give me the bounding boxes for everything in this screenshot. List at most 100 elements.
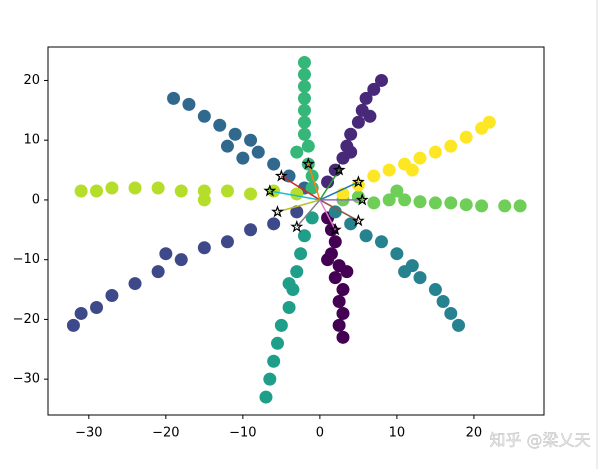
point bbox=[267, 354, 281, 368]
point bbox=[413, 195, 427, 209]
point bbox=[428, 283, 442, 297]
center-line bbox=[280, 175, 321, 201]
point bbox=[336, 306, 350, 320]
point bbox=[74, 184, 88, 198]
point bbox=[452, 318, 466, 332]
point bbox=[344, 145, 358, 159]
point bbox=[90, 300, 104, 314]
point bbox=[475, 199, 489, 213]
x-tick-label: 20 bbox=[466, 426, 483, 441]
center-star bbox=[301, 157, 315, 170]
point bbox=[367, 82, 381, 96]
center-line bbox=[319, 199, 359, 222]
center-star bbox=[274, 169, 288, 182]
point bbox=[267, 157, 281, 171]
center-star bbox=[355, 193, 369, 206]
x-tick-label: −30 bbox=[75, 426, 102, 441]
point bbox=[259, 390, 273, 404]
point bbox=[344, 127, 358, 141]
point bbox=[321, 175, 335, 189]
y-tick-label: −20 bbox=[13, 312, 40, 327]
point bbox=[459, 130, 473, 144]
point bbox=[351, 115, 365, 129]
point bbox=[382, 193, 396, 207]
point bbox=[244, 133, 258, 147]
point bbox=[332, 318, 346, 332]
point bbox=[328, 235, 342, 249]
point bbox=[297, 56, 311, 70]
center-star bbox=[263, 184, 277, 197]
y-tick-label: 10 bbox=[23, 133, 40, 148]
point bbox=[151, 181, 165, 195]
point bbox=[513, 199, 527, 213]
point bbox=[321, 253, 335, 267]
point bbox=[359, 91, 373, 105]
point bbox=[390, 184, 404, 198]
point bbox=[282, 300, 296, 314]
point bbox=[297, 103, 311, 117]
point bbox=[66, 318, 80, 332]
center-line bbox=[319, 181, 359, 201]
point bbox=[267, 217, 281, 231]
point bbox=[301, 139, 315, 153]
point bbox=[174, 253, 188, 267]
point bbox=[398, 193, 412, 207]
axes-frame bbox=[47, 46, 545, 416]
point bbox=[197, 184, 211, 198]
point bbox=[305, 211, 319, 225]
point bbox=[128, 277, 142, 291]
point bbox=[297, 67, 311, 81]
point bbox=[344, 217, 358, 231]
point bbox=[413, 271, 427, 285]
point bbox=[390, 247, 404, 261]
center-line bbox=[277, 199, 321, 213]
point bbox=[220, 184, 234, 198]
point bbox=[374, 235, 388, 249]
watermark: 知乎 @梁乂天 bbox=[489, 431, 590, 450]
point bbox=[74, 306, 88, 320]
point bbox=[220, 139, 234, 153]
point bbox=[405, 163, 419, 177]
point bbox=[340, 265, 354, 279]
plot-area bbox=[66, 56, 527, 404]
center-star bbox=[290, 219, 304, 233]
point bbox=[271, 336, 285, 350]
point bbox=[244, 223, 258, 237]
point bbox=[444, 196, 458, 210]
point bbox=[197, 109, 211, 123]
center-line bbox=[319, 199, 336, 231]
point bbox=[244, 187, 258, 201]
point bbox=[105, 289, 119, 303]
point bbox=[297, 91, 311, 105]
point bbox=[367, 196, 381, 210]
point bbox=[251, 145, 265, 159]
point bbox=[428, 145, 442, 159]
point bbox=[174, 184, 188, 198]
center-star bbox=[328, 222, 342, 236]
point bbox=[167, 91, 181, 105]
point bbox=[182, 97, 196, 111]
point bbox=[363, 109, 377, 123]
point bbox=[290, 145, 304, 159]
point bbox=[297, 79, 311, 93]
center-star bbox=[351, 175, 365, 188]
y-tick-label: −10 bbox=[13, 252, 40, 267]
y-tick-label: −30 bbox=[13, 372, 40, 387]
point bbox=[213, 118, 227, 132]
x-tick-label: −10 bbox=[229, 426, 256, 441]
point bbox=[151, 265, 165, 279]
center-star bbox=[332, 163, 346, 176]
center-star bbox=[351, 213, 365, 227]
point bbox=[297, 229, 311, 243]
center-line bbox=[269, 190, 321, 201]
point bbox=[290, 187, 304, 201]
center-line bbox=[319, 169, 340, 201]
x-tick-label: 0 bbox=[316, 426, 324, 441]
point bbox=[428, 196, 442, 210]
point bbox=[297, 127, 311, 141]
point bbox=[413, 151, 427, 165]
y-tick-label: 20 bbox=[23, 73, 40, 88]
point bbox=[282, 277, 296, 291]
point bbox=[482, 115, 496, 129]
